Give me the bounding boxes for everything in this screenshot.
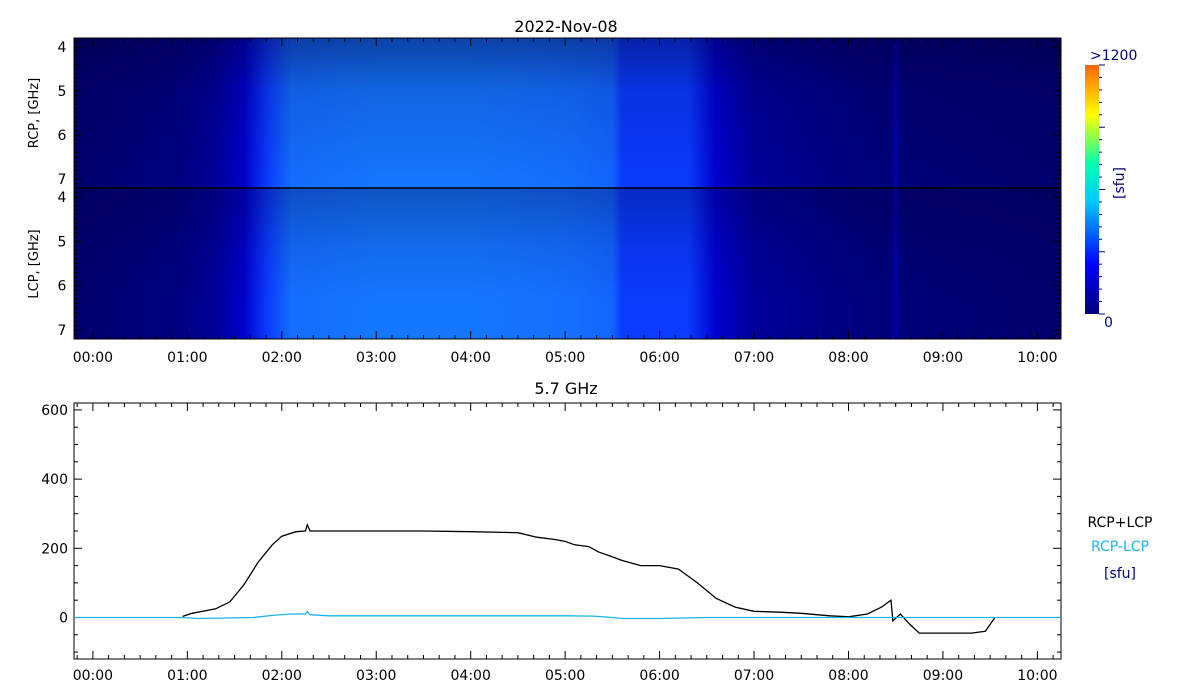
y-tick-label: 600 <box>41 403 68 419</box>
colorbar-unit-label: [sfu] <box>1112 167 1128 199</box>
lcp-panel: 4 5 6 7 LCP, [GHz] <box>27 187 1062 340</box>
y-tick-label: 5 <box>58 234 67 250</box>
y-tick-label: 4 <box>58 190 67 206</box>
spectrogram-time-axis: 00:00 01:00 02:00 03:00 04:00 05:00 06:00 07:00… <box>73 38 1058 366</box>
lcp-axis-label: LCP, [GHz] <box>27 229 42 298</box>
x-tick-label: 01:00 <box>167 350 207 366</box>
rcp-axis-label: RCP, [GHz] <box>27 78 42 148</box>
x-tick-label: 02:00 <box>262 668 302 684</box>
lineplot-panel: 5.7 GHz 0 200 400 600 00:00 01:00 02:00 03:00 04… <box>41 379 1062 684</box>
x-tick-label: 01:00 <box>167 668 207 684</box>
x-tick-label: 07:00 <box>734 350 774 366</box>
colorbar: >1200 0 [sfu] <box>1085 48 1137 331</box>
lineplot-frame <box>73 402 1062 660</box>
x-tick-label: 06:00 <box>639 668 679 684</box>
legend-units: [sfu] <box>1104 566 1136 582</box>
x-tick-label: 07:00 <box>734 668 774 684</box>
colorbar-max-label: >1200 <box>1090 48 1137 64</box>
x-tick-label: 03:00 <box>356 668 396 684</box>
legend: RCP+LCP RCP-LCP [sfu] <box>1088 515 1153 582</box>
x-tick-label: 00:00 <box>73 350 113 366</box>
x-tick-label: 05:00 <box>545 350 585 366</box>
figure-title: 2022-Nov-08 <box>514 17 617 36</box>
x-tick-label: 09:00 <box>923 350 963 366</box>
x-tick-label: 04:00 <box>451 668 491 684</box>
x-tick-label: 08:00 <box>828 350 868 366</box>
x-tick-label: 10:00 <box>1017 668 1057 684</box>
x-tick-label: 02:00 <box>262 350 302 366</box>
y-tick-label: 200 <box>41 541 68 557</box>
colorbar-gradient <box>1085 65 1099 314</box>
legend-rcp-plus-lcp: RCP+LCP <box>1088 515 1153 531</box>
x-tick-label: 04:00 <box>451 350 491 366</box>
y-tick-label: 6 <box>58 128 67 144</box>
colorbar-min-label: 0 <box>1104 315 1113 331</box>
x-tick-label: 00:00 <box>73 668 113 684</box>
y-tick-label: 0 <box>59 610 68 626</box>
y-tick-label: 5 <box>58 84 67 100</box>
rcp-frequency-shading <box>74 38 1061 188</box>
lineplot-title: 5.7 GHz <box>534 379 597 398</box>
lcp-frequency-shading <box>74 188 1061 339</box>
x-tick-label: 05:00 <box>545 668 585 684</box>
series-rcp-plus-lcp-line <box>182 522 996 634</box>
series-rcp-minus-lcp-line <box>74 610 1061 620</box>
x-tick-label: 03:00 <box>356 350 396 366</box>
legend-rcp-minus-lcp: RCP-LCP <box>1091 539 1149 555</box>
x-tick-label: 10:00 <box>1017 350 1057 366</box>
x-tick-label: 06:00 <box>639 350 679 366</box>
y-tick-label: 7 <box>58 172 67 188</box>
y-tick-label: 4 <box>58 40 67 56</box>
rcp-panel: 4 5 6 7 RCP, [GHz] <box>27 37 1062 189</box>
y-tick-label: 6 <box>58 279 67 295</box>
y-tick-label: 400 <box>41 472 68 488</box>
y-tick-label: 7 <box>58 323 67 339</box>
x-tick-label: 09:00 <box>923 668 963 684</box>
x-tick-label: 08:00 <box>828 668 868 684</box>
